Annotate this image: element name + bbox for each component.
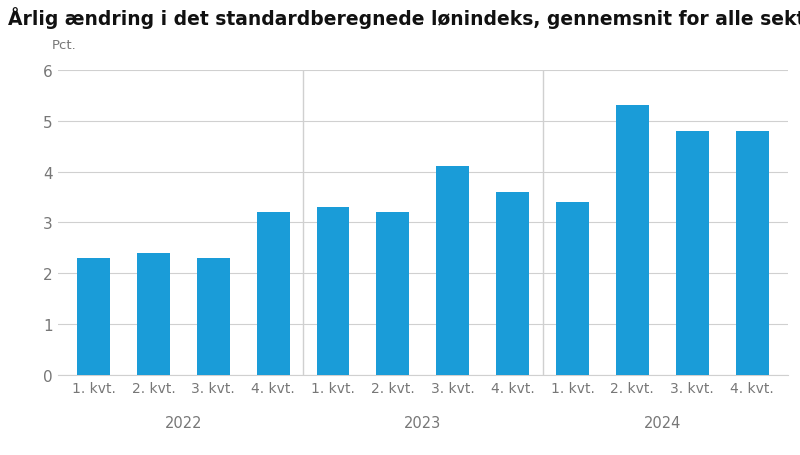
Text: Pct.: Pct. xyxy=(52,39,77,52)
Bar xyxy=(137,253,170,375)
Bar xyxy=(77,258,110,375)
Bar xyxy=(377,213,410,375)
Bar xyxy=(676,131,709,375)
Text: Årlig ændring i det standardberegnede lønindeks, gennemsnit for alle sektorer: Årlig ændring i det standardberegnede lø… xyxy=(8,7,800,29)
Bar xyxy=(197,258,230,375)
Bar xyxy=(436,167,469,375)
Text: 2023: 2023 xyxy=(404,415,442,430)
Bar xyxy=(556,202,589,375)
Text: 2022: 2022 xyxy=(165,415,202,430)
Text: 2024: 2024 xyxy=(643,415,681,430)
Bar xyxy=(317,207,350,375)
Bar xyxy=(736,131,769,375)
Bar xyxy=(616,106,649,375)
Bar xyxy=(496,192,529,375)
Bar xyxy=(257,213,290,375)
